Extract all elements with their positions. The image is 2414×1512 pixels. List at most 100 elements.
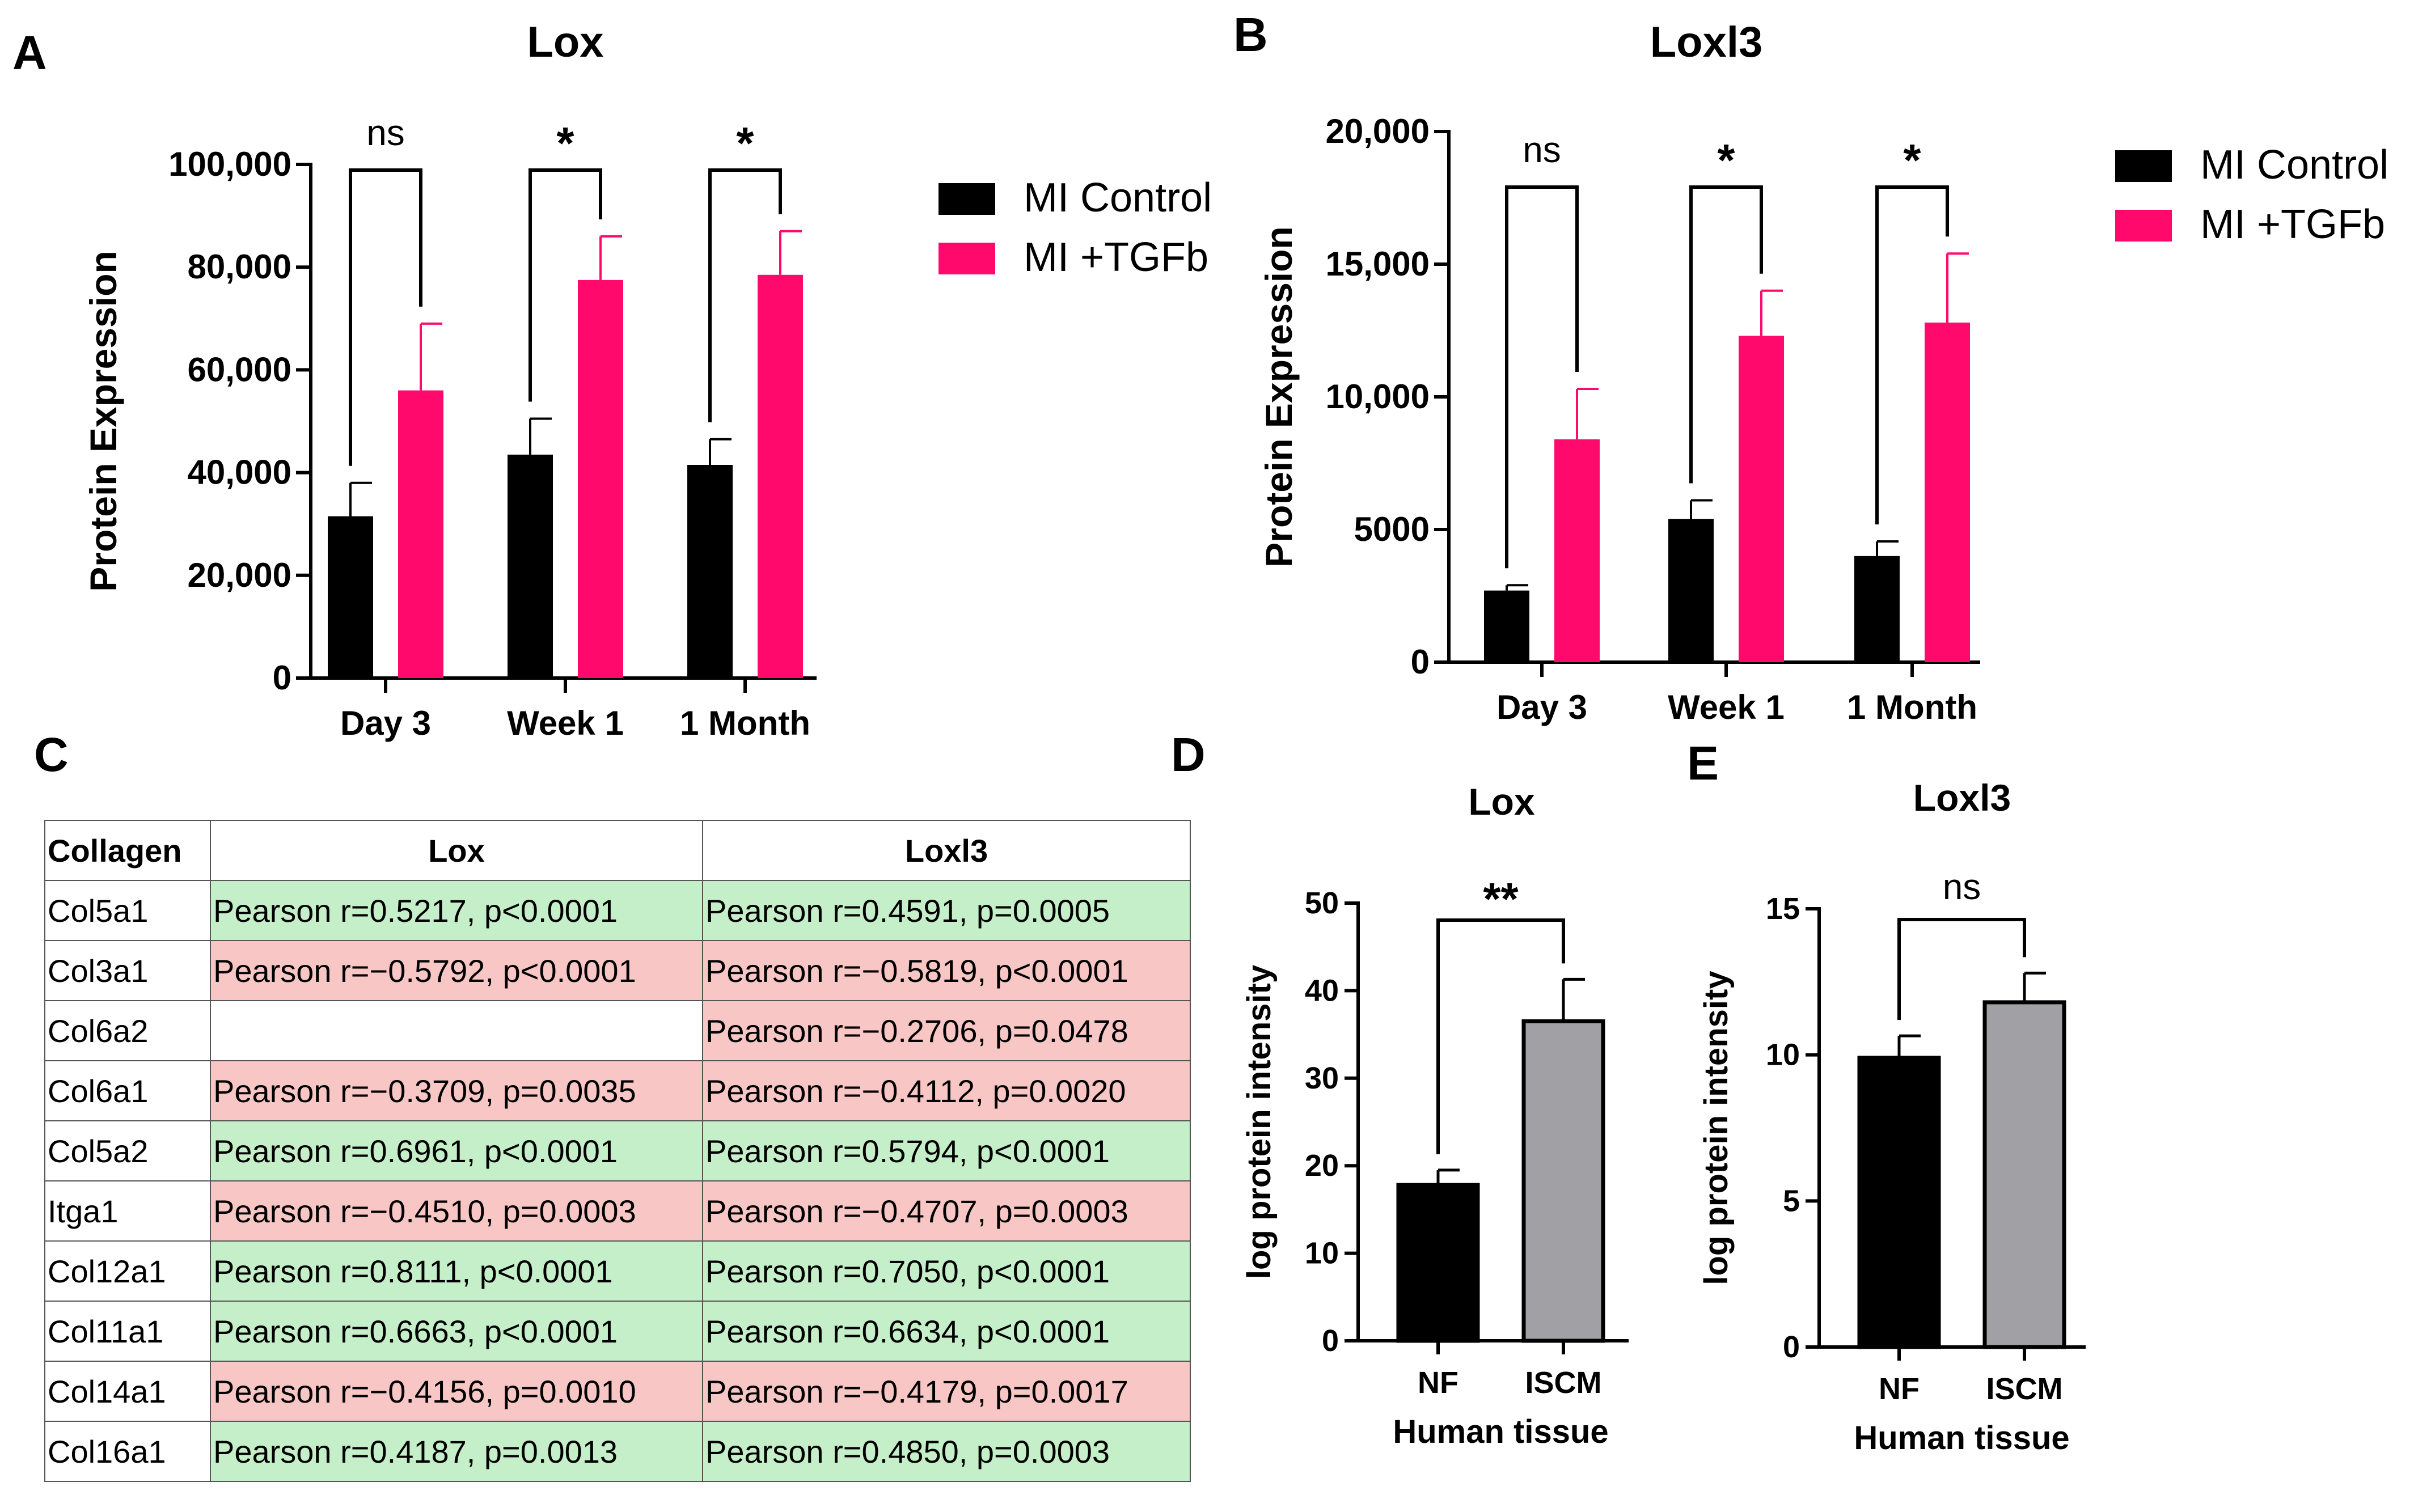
panel-letter-b: B [1233, 8, 1268, 61]
table-row: Col6a2 Pearson r=−0.2706, p=0.0478 [44, 1000, 1191, 1061]
table-header-row: Collagen Lox Loxl3 [44, 820, 1191, 881]
bar-tgfb [1554, 439, 1600, 662]
table-row: Col16a1 Pearson r=0.4187, p=0.0013 Pearson… [44, 1421, 1191, 1482]
chart-e-loxl3-human: Loxl3 0 5 10 15 log protein intensity NF ISCM Hu… [1698, 777, 2086, 1456]
lox-correlation-cell [210, 1000, 703, 1061]
significance-bracket [1875, 185, 1949, 525]
table-row: Col5a2 Pearson r=0.6961, p<0.0001 Pearson … [44, 1120, 1191, 1181]
x-tick-label: Week 1 [507, 704, 624, 742]
table-row: Itga1 Pearson r=−0.4510, p=0.0003 Pearson … [44, 1180, 1191, 1242]
loxl3-correlation-cell: Pearson r=0.6634, p<0.0001 [702, 1301, 1191, 1362]
lox-correlation-cell: Pearson r=0.6663, p<0.0001 [210, 1301, 703, 1362]
y-tick-label: 10 [1766, 1038, 1800, 1072]
x-tick-label: 1 Month [680, 704, 810, 742]
bar-control [328, 516, 373, 678]
bar-iscm [1521, 1019, 1605, 1343]
loxl3-correlation-cell: Pearson r=−0.2706, p=0.0478 [702, 1000, 1191, 1061]
significance-label: * [736, 118, 754, 168]
significance-bracket [1689, 185, 1763, 484]
loxl3-correlation-cell: Pearson r=−0.4707, p=0.0003 [702, 1180, 1191, 1242]
collagen-cell: Col12a1 [44, 1240, 211, 1302]
x-tick-label: ISCM [1525, 1366, 1602, 1400]
x-axis-label: Human tissue [1393, 1413, 1608, 1450]
panel-letter-c: C [34, 728, 69, 781]
collagen-cell: Col16a1 [44, 1421, 211, 1482]
x-tick-label: Day 3 [1496, 688, 1587, 726]
x-axis-label: Human tissue [1854, 1420, 2069, 1456]
y-tick-label: 5 [1783, 1184, 1800, 1218]
correlation-table: Collagen Lox Loxl3 Col5a1 Pearson r=0.521… [44, 820, 1191, 1482]
y-tick-label: 20 [1305, 1149, 1339, 1183]
significance-bracket [1897, 918, 2026, 1020]
significance-label: ns [1523, 129, 1561, 170]
table-row: Col11a1 Pearson r=0.6663, p<0.0001 Pearson… [44, 1301, 1191, 1362]
table-row: Col6a1 Pearson r=−0.3709, p=0.0035 Pearson… [44, 1060, 1191, 1121]
bar-nf [1857, 1056, 1941, 1349]
x-tick-label: 1 Month [1847, 688, 1977, 726]
significance-label: * [1903, 135, 1921, 185]
legend-swatch-tgfb [938, 243, 995, 274]
y-tick-label: 15,000 [1325, 245, 1430, 283]
panel-letter-d: D [1171, 728, 1206, 781]
collagen-cell: Col3a1 [44, 940, 211, 1001]
x-tick-label: ISCM [1986, 1372, 2063, 1406]
x-tick-label: Week 1 [1668, 688, 1785, 726]
y-axis-label: log protein intensity [1698, 971, 1735, 1285]
collagen-cell: Col5a1 [44, 880, 211, 941]
y-tick-label: 50 [1305, 886, 1339, 920]
legend-label-control: MI Control [2200, 142, 2388, 188]
bar-tgfb [1925, 322, 1970, 662]
panel-letter-a: A [12, 26, 47, 79]
significance-bracket [1505, 185, 1579, 569]
legend-swatch-tgfb [2115, 210, 2172, 242]
bar-control [687, 465, 733, 678]
bar-control [1484, 590, 1529, 662]
y-tick-label: 100,000 [168, 145, 291, 183]
loxl3-correlation-cell: Pearson r=0.7050, p<0.0001 [702, 1240, 1191, 1302]
bar-tgfb [578, 279, 623, 679]
y-axis-label: Protein Expression [82, 251, 124, 592]
y-tick-label: 80,000 [187, 248, 291, 286]
table-row: Col5a1 Pearson r=0.5217, p<0.0001 Pearson … [44, 880, 1191, 941]
legend-label-tgfb: MI +TGFb [2200, 202, 2385, 247]
chart-title: Loxl3 [1650, 18, 1763, 66]
y-tick-label: 20,000 [187, 556, 291, 594]
collagen-cell: Col5a2 [44, 1120, 211, 1181]
y-tick-label: 0 [1322, 1324, 1339, 1358]
y-tick-label: 10 [1305, 1236, 1339, 1270]
table-row: Col14a1 Pearson r=−0.4156, p=0.0010 Pearso… [44, 1361, 1191, 1422]
y-tick-label: 15 [1766, 892, 1800, 926]
header-loxl3: Loxl3 [702, 820, 1191, 881]
bar-control [1854, 556, 1900, 662]
legend-label-tgfb: MI +TGFb [1024, 235, 1208, 280]
loxl3-correlation-cell: Pearson r=0.4591, p=0.0005 [702, 880, 1191, 941]
y-tick-label: 0 [1783, 1330, 1800, 1364]
loxl3-correlation-cell: Pearson r=−0.4112, p=0.0020 [702, 1060, 1191, 1121]
table-row: Col12a1 Pearson r=0.8111, p<0.0001 Pearson… [44, 1240, 1191, 1302]
bar-control [508, 454, 553, 678]
lox-correlation-cell: Pearson r=0.8111, p<0.0001 [210, 1240, 703, 1302]
panel-letter-e: E [1687, 736, 1719, 790]
bar-tgfb [1739, 336, 1784, 662]
bar-nf [1396, 1183, 1480, 1343]
header-collagen: Collagen [44, 820, 211, 881]
y-tick-label: 30 [1305, 1061, 1339, 1095]
collagen-cell: Col11a1 [44, 1301, 211, 1362]
collagen-cell: Itga1 [44, 1180, 211, 1242]
significance-bracket [349, 168, 422, 466]
bar-control [1668, 519, 1714, 662]
y-tick-label: 10,000 [1325, 378, 1430, 416]
lox-correlation-cell: Pearson r=−0.4156, p=0.0010 [210, 1361, 703, 1422]
significance-label: * [1717, 135, 1735, 185]
chart-title: Loxl3 [1913, 777, 2011, 819]
loxl3-correlation-cell: Pearson r=0.4850, p=0.0003 [702, 1421, 1191, 1482]
significance-label: ns [1943, 866, 1981, 907]
chart-title: Lox [527, 18, 603, 66]
chart-title: Lox [1468, 781, 1535, 823]
collagen-cell: Col6a1 [44, 1060, 211, 1121]
significance-bracket [708, 168, 782, 422]
collagen-cell: Col6a2 [44, 1000, 211, 1061]
chart-d-lox-human: Lox 0 10 20 30 40 50 log protein intensity NF ISC… [1241, 781, 1629, 1450]
y-tick-label: 0 [1411, 643, 1430, 681]
